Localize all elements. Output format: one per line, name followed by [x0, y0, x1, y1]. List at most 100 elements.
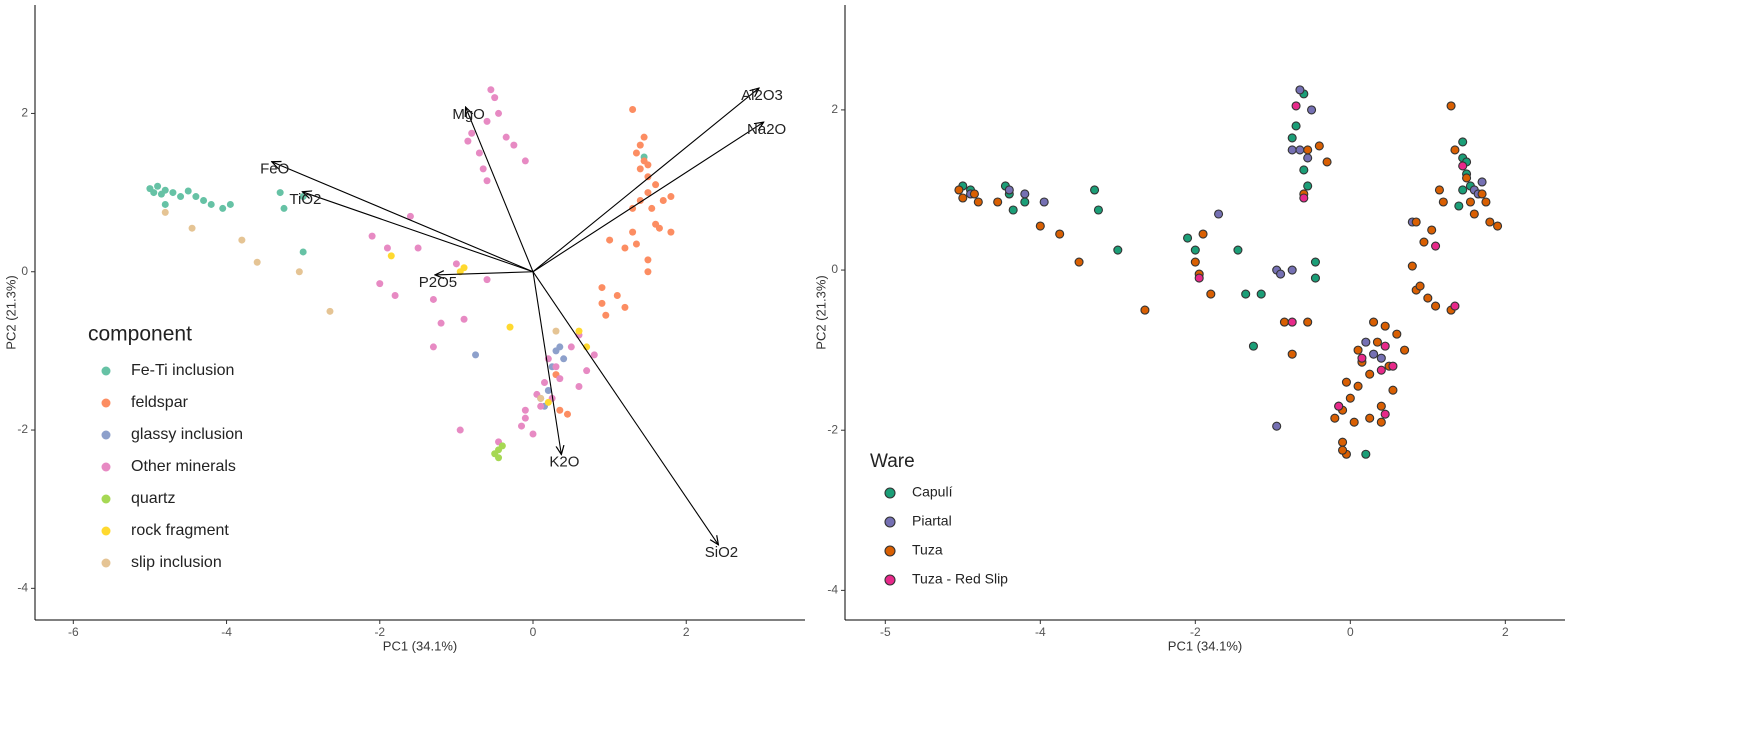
point	[1314, 141, 1324, 151]
point	[1345, 393, 1355, 403]
point	[583, 367, 591, 375]
point	[1458, 185, 1468, 195]
point	[1361, 449, 1371, 459]
point	[521, 414, 529, 422]
point	[667, 193, 675, 201]
point	[276, 189, 284, 197]
legend-marker	[101, 366, 111, 376]
x-tick-label: 0	[530, 625, 537, 639]
point	[437, 319, 445, 327]
point	[1299, 165, 1309, 175]
loading-arrow	[302, 192, 534, 273]
point	[537, 394, 545, 402]
point	[1458, 161, 1468, 171]
point	[299, 248, 307, 256]
point	[506, 323, 514, 331]
point	[226, 200, 234, 208]
point	[560, 355, 568, 363]
point	[602, 311, 610, 319]
point	[541, 379, 549, 387]
point	[613, 291, 621, 299]
y-tick-label: 2	[831, 102, 838, 116]
legend-label: quartz	[131, 490, 175, 507]
point	[1233, 245, 1243, 255]
point	[521, 157, 529, 165]
point	[169, 189, 177, 197]
point	[1380, 321, 1390, 331]
panel: -5 -4 -2 0 2 -4 -2 0 2 PC1 (34.1%) PC2 (21.3%) Ware…	[813, 5, 1565, 653]
point	[1338, 437, 1348, 447]
point	[456, 426, 464, 434]
point	[452, 260, 460, 268]
point	[521, 406, 529, 414]
point	[529, 430, 537, 438]
point	[632, 240, 640, 248]
point	[483, 177, 491, 185]
point	[644, 256, 652, 264]
point	[1376, 365, 1386, 375]
x-axis-title: PC1 (34.1%)	[1168, 638, 1242, 653]
point	[636, 165, 644, 173]
point	[1485, 217, 1495, 227]
loading-arrow	[532, 271, 561, 455]
point	[475, 149, 483, 157]
point	[1295, 145, 1305, 155]
loading-arrow	[532, 271, 718, 545]
point	[1427, 225, 1437, 235]
loading-arrow	[532, 88, 759, 273]
point	[1256, 289, 1266, 299]
loading-label: FeO	[260, 161, 289, 178]
legend-title: Ware	[870, 451, 915, 472]
point	[640, 133, 648, 141]
y-tick-label: -2	[827, 422, 838, 436]
legend-marker	[101, 430, 111, 440]
point	[1369, 349, 1379, 359]
point	[1291, 101, 1301, 111]
point	[1241, 289, 1251, 299]
point	[1388, 385, 1398, 395]
point	[954, 185, 964, 195]
point	[958, 193, 968, 203]
point	[1462, 173, 1472, 183]
point	[667, 228, 675, 236]
point	[1481, 197, 1491, 207]
point	[1477, 177, 1487, 187]
point	[1454, 201, 1464, 211]
point	[1450, 301, 1460, 311]
point	[636, 197, 644, 205]
point	[969, 189, 979, 199]
point	[1400, 345, 1410, 355]
point	[655, 224, 663, 232]
point	[464, 137, 472, 145]
legend-label: Piartal	[912, 513, 952, 529]
legend-label: slip inclusion	[131, 554, 222, 571]
point	[993, 197, 1003, 207]
point	[479, 165, 487, 173]
point	[1287, 317, 1297, 327]
point	[544, 398, 552, 406]
point	[556, 406, 564, 414]
loading-label: P2O5	[419, 274, 457, 291]
point	[1140, 305, 1150, 315]
x-tick-label: -4	[221, 625, 232, 639]
loading-label: TiO2	[289, 191, 321, 208]
point	[1303, 145, 1313, 155]
point	[1206, 289, 1216, 299]
legend-marker	[101, 558, 111, 568]
point	[502, 133, 510, 141]
point	[629, 105, 637, 113]
y-tick-label: -2	[17, 422, 28, 436]
point	[1376, 417, 1386, 427]
point	[644, 173, 652, 181]
point	[973, 197, 983, 207]
point	[1407, 261, 1417, 271]
point	[575, 383, 583, 391]
point	[1194, 273, 1204, 283]
point	[383, 244, 391, 252]
y-axis-title: PC2 (21.3%)	[813, 275, 828, 349]
point	[1446, 101, 1456, 111]
point	[1310, 257, 1320, 267]
point	[391, 291, 399, 299]
x-tick-label: -6	[68, 625, 79, 639]
point	[1376, 353, 1386, 363]
